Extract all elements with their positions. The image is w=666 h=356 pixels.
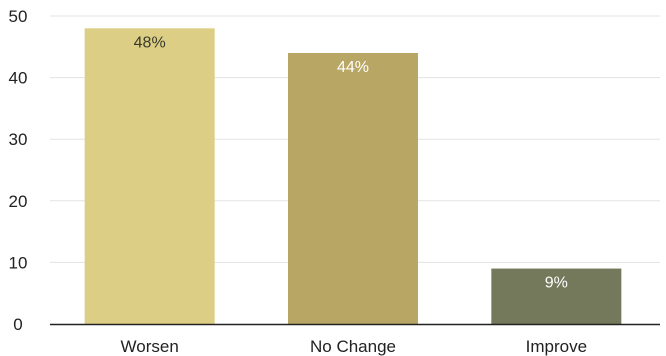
bar-improve [491, 268, 622, 324]
data-label-worsen: 48% [134, 34, 166, 51]
bar-worsen [84, 28, 215, 324]
x-category-label-worsen: Worsen [121, 337, 179, 356]
data-label-no-change: 44% [337, 59, 369, 76]
data-labels: 48% 44% 9% [134, 34, 568, 291]
x-category-label-improve: Improve [526, 337, 587, 356]
x-category-label-no-change: No Change [310, 337, 396, 356]
y-axis-ticks: 0 10 20 30 40 50 [9, 7, 28, 334]
y-tick-label-10: 10 [9, 253, 28, 272]
y-tick-label-50: 50 [9, 7, 28, 26]
bar-no-change [288, 52, 418, 325]
x-axis-categories: Worsen No Change Improve [121, 337, 588, 356]
y-tick-label-0: 0 [13, 315, 22, 334]
data-label-improve: 9% [545, 275, 568, 292]
bars [84, 28, 622, 325]
y-tick-label-40: 40 [9, 69, 28, 88]
y-tick-label-20: 20 [9, 192, 28, 211]
y-tick-label-30: 30 [9, 130, 28, 149]
